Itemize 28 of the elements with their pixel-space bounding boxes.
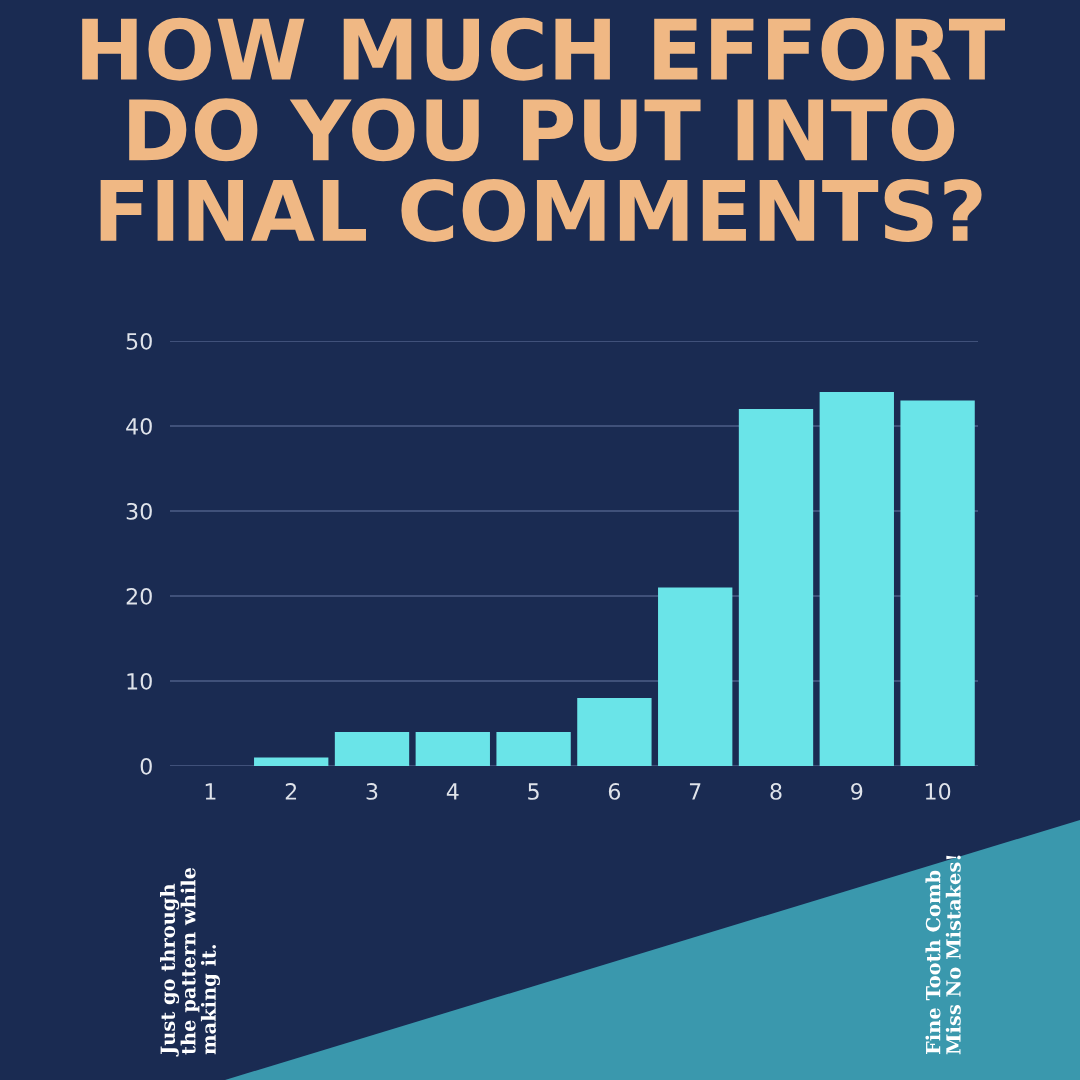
- bar: [900, 400, 975, 766]
- chart-title: HOW MUCH EFFORT DO YOU PUT INTO FINAL COMMENTS?: [82, 17, 1005, 243]
- text: Fine Tooth Comb Miss No Mistakes!: [925, 855, 961, 1055]
- x-tick-label: 1: [205, 783, 216, 800]
- y-tick-label: 10: [127, 672, 152, 690]
- x-tick-label: 5: [528, 783, 539, 800]
- x-tick-label: 7: [689, 783, 701, 800]
- text: Just go through the pattern while making it.: [160, 867, 220, 1057]
- x-tick-label: 3: [366, 783, 378, 800]
- y-tick-label: 40: [126, 417, 152, 435]
- y-tick-label: 50: [126, 332, 152, 350]
- x-tick-label: 10: [925, 783, 951, 800]
- bar: [819, 392, 894, 766]
- x-tick-label: 8: [770, 783, 782, 800]
- bar: [658, 587, 733, 766]
- bar: [738, 409, 814, 766]
- bar: [415, 732, 490, 766]
- y-tick-label: 30: [126, 502, 152, 520]
- bar: [496, 732, 571, 766]
- bar: [254, 757, 329, 766]
- x-tick-label: 2: [285, 783, 297, 800]
- x-tick-label: 6: [608, 783, 621, 800]
- bar: [334, 732, 410, 766]
- bar: [577, 698, 652, 766]
- y-tick-label: 20: [126, 587, 152, 605]
- y-tick-label: 0: [140, 757, 152, 775]
- x-tick-label: 4: [446, 783, 459, 800]
- x-tick-label: 9: [851, 783, 863, 800]
